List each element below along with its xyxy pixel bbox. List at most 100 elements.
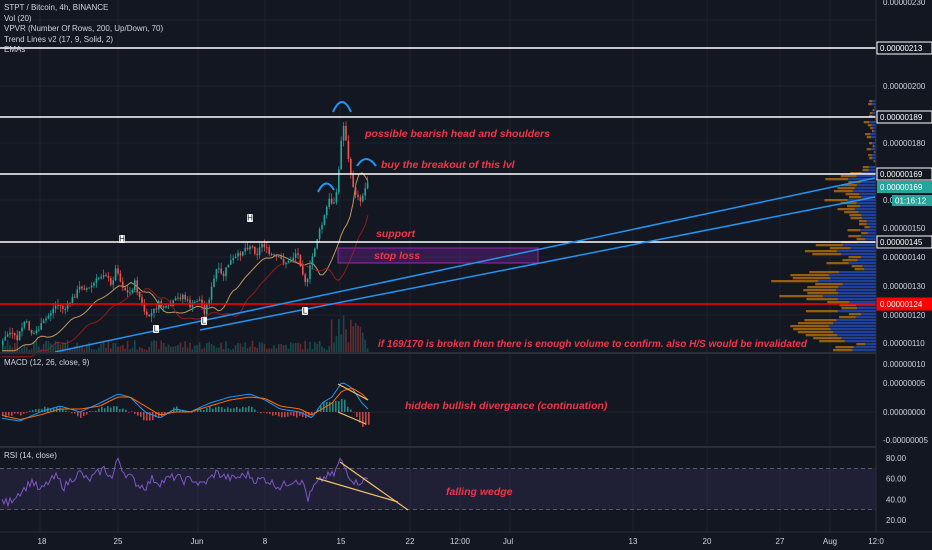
head-shoulders-arcs[interactable] — [317, 101, 377, 193]
volume-bar — [316, 343, 318, 352]
annotation-confirmation[interactable]: if 169/170 is broken then there is enoug… — [378, 339, 807, 350]
candle-body — [21, 327, 23, 332]
volume-bar — [119, 346, 122, 352]
candle-body — [88, 287, 90, 289]
candle-body — [302, 266, 304, 275]
candle-body — [251, 246, 254, 248]
volume-bar — [270, 348, 273, 352]
volume-bar — [153, 340, 155, 352]
annotation-head-shoulders[interactable]: possible bearish head and shoulders — [365, 128, 550, 140]
price-axis[interactable]: 0.000002300.000002000.000001800.00000160… — [876, 0, 932, 525]
candle-body — [28, 321, 30, 331]
macd-histogram-bar — [359, 412, 361, 423]
candle-body — [354, 186, 357, 195]
volume-bar — [83, 348, 86, 352]
time-tick-label: 25 — [114, 537, 123, 546]
macd-legend[interactable]: MACD (12, 26, close, 9) — [4, 358, 90, 367]
candle-body — [42, 320, 45, 324]
candle-body — [275, 254, 278, 257]
vpvr-down-bar — [850, 172, 862, 175]
annotation-support[interactable]: support — [376, 228, 416, 240]
candle-body — [62, 306, 64, 310]
vpvr-down-bar — [832, 349, 853, 352]
volume-bar — [62, 342, 64, 352]
vpvr-down-bar — [847, 229, 861, 232]
volume-bar — [263, 344, 266, 352]
annotation-divergence[interactable]: hidden bullish divergance (continuation) — [405, 400, 608, 412]
volume-bar — [282, 344, 285, 352]
volume-bar — [194, 345, 196, 352]
candle-body — [38, 329, 40, 331]
legend-trendlines[interactable]: Trend Lines v2 (17, 9, Solid, 2) — [4, 34, 114, 44]
legend-symbol[interactable]: STPT / Bitcoin, 4h, BINANCE — [4, 3, 109, 12]
candle-body — [50, 313, 52, 316]
vpvr-up-bar — [854, 187, 876, 190]
volume-bar — [74, 346, 76, 352]
rsi-legend[interactable]: RSI (14, close) — [4, 451, 57, 460]
macd-histogram-bar — [332, 402, 334, 412]
price-levels[interactable] — [0, 47, 876, 305]
macd-histogram-bar — [239, 408, 241, 412]
vpvr-down-bar — [854, 268, 865, 271]
vpvr-down-bar — [771, 280, 819, 283]
macd-histogram-bar — [77, 412, 79, 417]
vpvr-up-bar — [861, 196, 876, 199]
macd-histogram-bar — [356, 412, 358, 417]
volume-bar — [362, 332, 364, 352]
macd-histogram-bar — [353, 412, 355, 413]
candle-body — [162, 306, 165, 308]
macd-histogram-bar — [32, 410, 34, 412]
annotation-breakout[interactable]: buy the breakout of this lvl — [381, 159, 515, 171]
volume-bar — [172, 346, 174, 352]
legend-volume[interactable]: Vol (20) — [4, 13, 32, 23]
candle-body — [129, 292, 131, 294]
annotation-wedge[interactable]: falling wedge — [446, 486, 513, 498]
macd-histogram-bar — [347, 406, 349, 412]
macd-histogram-bar — [116, 406, 118, 412]
candle-body — [350, 158, 352, 175]
macd-histogram-bar — [197, 409, 199, 412]
candle-body — [280, 256, 282, 260]
vpvr-up-bar — [871, 103, 876, 106]
volume-bar — [302, 349, 304, 352]
wedge-line-upper — [315, 477, 399, 503]
macd-histogram-bar — [344, 399, 346, 412]
main-legend[interactable]: STPT / Bitcoin, 4h, BINANCE Vol (20) VPV… — [4, 3, 163, 56]
legend-vpvr[interactable]: VPVR (Number Of Rows, 200, Up/Down, 70) — [4, 24, 164, 33]
candle-body — [107, 276, 110, 279]
candle-body — [239, 252, 242, 256]
candle-body — [179, 297, 182, 300]
candle-body — [237, 252, 239, 257]
stop-loss-zone[interactable] — [337, 247, 539, 264]
annotation-stop-loss[interactable]: stop loss — [374, 250, 421, 262]
macd-histogram-bar — [320, 405, 322, 412]
volume-bar — [158, 349, 160, 352]
volume-bar — [366, 348, 369, 352]
trendlines[interactable] — [54, 177, 876, 353]
time-tick-label: Jul — [503, 537, 513, 546]
candle-body — [215, 269, 218, 279]
macd-histogram-bar — [209, 406, 211, 412]
vpvr-up-bar — [873, 130, 876, 133]
volume-bar — [309, 341, 311, 352]
volume-bar — [208, 342, 210, 352]
volume-bar — [102, 340, 105, 352]
volume-bar — [184, 341, 186, 352]
volume-bar — [165, 346, 167, 352]
divergence-line-lower — [337, 411, 367, 425]
candle-body — [78, 286, 81, 290]
level-tag-label-0: 0.00000213 — [880, 44, 923, 53]
macd-histogram-bar — [38, 408, 40, 412]
vpvr-down-bar — [862, 166, 869, 169]
price-tick-label: 0.00000130 — [883, 282, 926, 291]
time-axis[interactable]: 18 25 Jun 8 15 22 12:00 Jul 13 20 27 Aug 12:0 — [38, 537, 885, 546]
time-tick-label: 8 — [263, 537, 268, 546]
volume-bar — [105, 347, 107, 352]
volume-bar — [323, 348, 326, 352]
legend-emas[interactable]: EMAs — [4, 45, 26, 54]
volume-bar — [141, 347, 143, 352]
vpvr-up-bar — [856, 184, 876, 187]
vpvr-up-bar — [836, 289, 876, 292]
vpvr-up-bar — [867, 232, 876, 235]
